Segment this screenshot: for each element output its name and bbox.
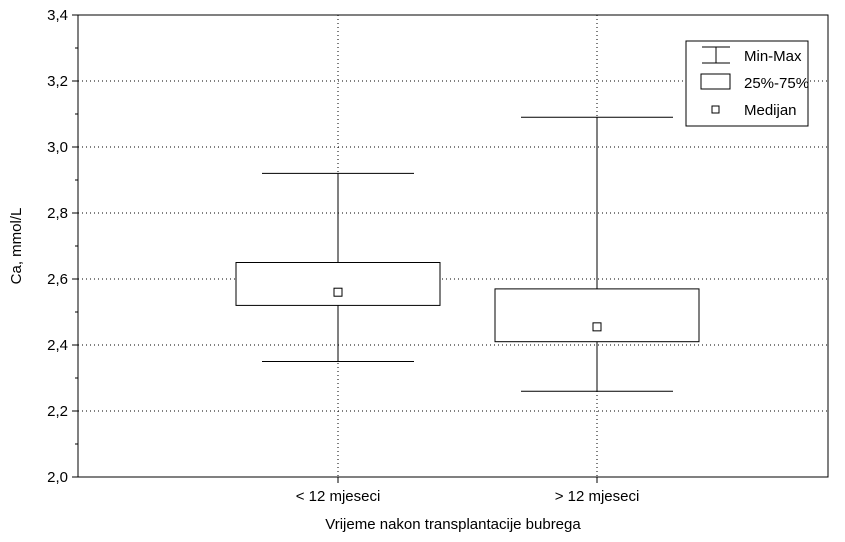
x-axis-title: Vrijeme nakon transplantacije bubrega (325, 516, 581, 533)
box-group (494, 116, 700, 392)
y-tick-label: 3,4 (47, 7, 68, 24)
legend-label-median: Medijan (744, 102, 797, 119)
legend-frame (685, 40, 809, 127)
x-tick-label: < 12 mjeseci (296, 488, 381, 505)
y-tick-label: 2,6 (47, 271, 68, 288)
y-tick-label: 2,2 (47, 403, 68, 420)
y-axis-title: Ca, mmol/L (8, 208, 25, 285)
legend-box-symbol (700, 73, 731, 90)
y-axis: 2,0 2,2 2,4 2,6 2,8 3,0 3,2 3,4 (47, 7, 78, 486)
y-tick-label: 2,8 (47, 205, 68, 222)
iqr-box (494, 288, 700, 343)
box-series (235, 116, 700, 392)
median-marker (333, 287, 343, 297)
legend-label-min-max: Min-Max (744, 48, 802, 65)
median-marker (592, 322, 602, 332)
y-tick-label: 3,0 (47, 139, 68, 156)
legend-label-iqr: 25%-75% (744, 75, 809, 92)
y-tick-label: 2,0 (47, 469, 68, 486)
legend-median-symbol (711, 105, 720, 114)
box-group (235, 172, 441, 362)
y-tick-label: 3,2 (47, 73, 68, 90)
x-axis: < 12 mjeseci > 12 mjeseci (296, 477, 640, 505)
legend-whisker-symbol (702, 46, 730, 64)
legend: Min-Max 25%-75% Medijan (685, 40, 809, 127)
y-tick-label: 2,4 (47, 337, 68, 354)
iqr-box (235, 262, 441, 306)
x-tick-label: > 12 mjeseci (555, 488, 640, 505)
